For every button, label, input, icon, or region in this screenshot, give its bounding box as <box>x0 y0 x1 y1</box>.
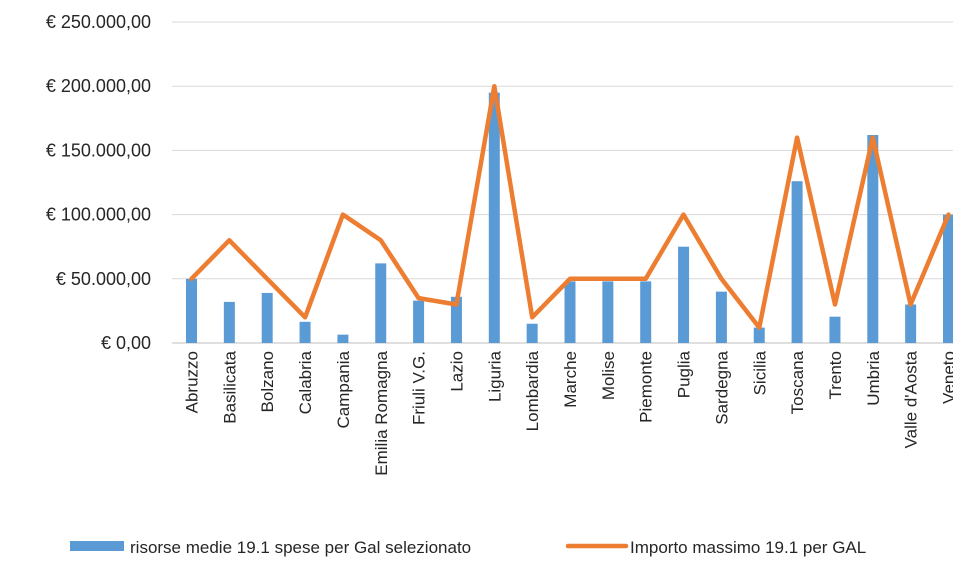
x-tick-label: Calabria <box>296 350 315 414</box>
legend-label-line: Importo massimo 19.1 per GAL <box>630 538 866 557</box>
x-tick-label: Basilicata <box>220 350 239 423</box>
bar <box>943 214 953 343</box>
x-tick-label: Valle d'Aosta <box>902 350 921 448</box>
y-tick-label: € 200.000,00 <box>46 76 151 96</box>
y-tick-label: € 50.000,00 <box>56 269 151 289</box>
x-tick-label: Liguria <box>485 350 504 402</box>
x-tick-label: Campania <box>334 350 353 428</box>
bar <box>640 281 652 343</box>
bar <box>602 281 614 343</box>
bar <box>905 304 917 343</box>
line-series <box>189 83 951 330</box>
bar <box>186 278 197 343</box>
bar <box>564 281 576 343</box>
bar <box>223 301 235 343</box>
y-tick-label: € 100.000,00 <box>46 205 151 225</box>
x-tick-label: Piemonte <box>637 351 656 423</box>
x-tick-label: Friuli V.G. <box>410 351 429 425</box>
legend-label-bar: risorse medie 19.1 spese per Gal selezio… <box>130 538 471 557</box>
x-tick-label: Lombardia <box>523 350 542 431</box>
bar <box>488 92 500 344</box>
legend-swatch-bar <box>70 541 124 551</box>
legend: risorse medie 19.1 spese per Gal selezio… <box>70 538 866 557</box>
y-tick-label: € 0,00 <box>101 333 151 353</box>
x-tick-label: Puglia <box>675 350 694 398</box>
y-axis: € 0,00 € 50.000,00 € 100.000,00 € 150.000,0… <box>46 12 151 353</box>
x-tick-label: Veneto <box>940 351 953 404</box>
bar <box>375 263 387 343</box>
bar <box>299 321 311 343</box>
bar <box>450 296 462 343</box>
x-tick-label: Abruzzo <box>183 351 202 413</box>
x-tick-label: Umbria <box>864 350 883 405</box>
x-tick-label: Sardegna <box>712 350 731 424</box>
y-tick-label: € 250.000,00 <box>46 12 151 32</box>
bar <box>337 334 349 343</box>
bar <box>715 291 727 343</box>
bar <box>753 327 765 343</box>
x-tick-label: Marche <box>561 351 580 408</box>
y-tick-label: € 150.000,00 <box>46 140 151 160</box>
bar <box>526 323 538 343</box>
bar <box>829 316 841 343</box>
gridlines <box>172 21 953 344</box>
x-tick-label: Toscana <box>788 350 807 414</box>
x-tick-label: Lazio <box>447 351 466 392</box>
x-tick-label: Molise <box>599 351 618 400</box>
bar <box>678 246 690 343</box>
bar <box>261 292 273 343</box>
x-tick-label: Emilia Romagna <box>372 350 391 475</box>
bar <box>413 300 425 343</box>
x-tick-label: Bolzano <box>258 351 277 412</box>
bar <box>867 134 879 343</box>
bar <box>791 181 803 343</box>
x-tick-label: Trento <box>826 351 845 400</box>
bar-series <box>186 92 953 344</box>
line-path <box>189 83 951 330</box>
x-tick-label: Sicilia <box>750 350 769 395</box>
x-axis: Abruzzo Basilicata Bolzano Calabria Campania… <box>183 350 953 475</box>
